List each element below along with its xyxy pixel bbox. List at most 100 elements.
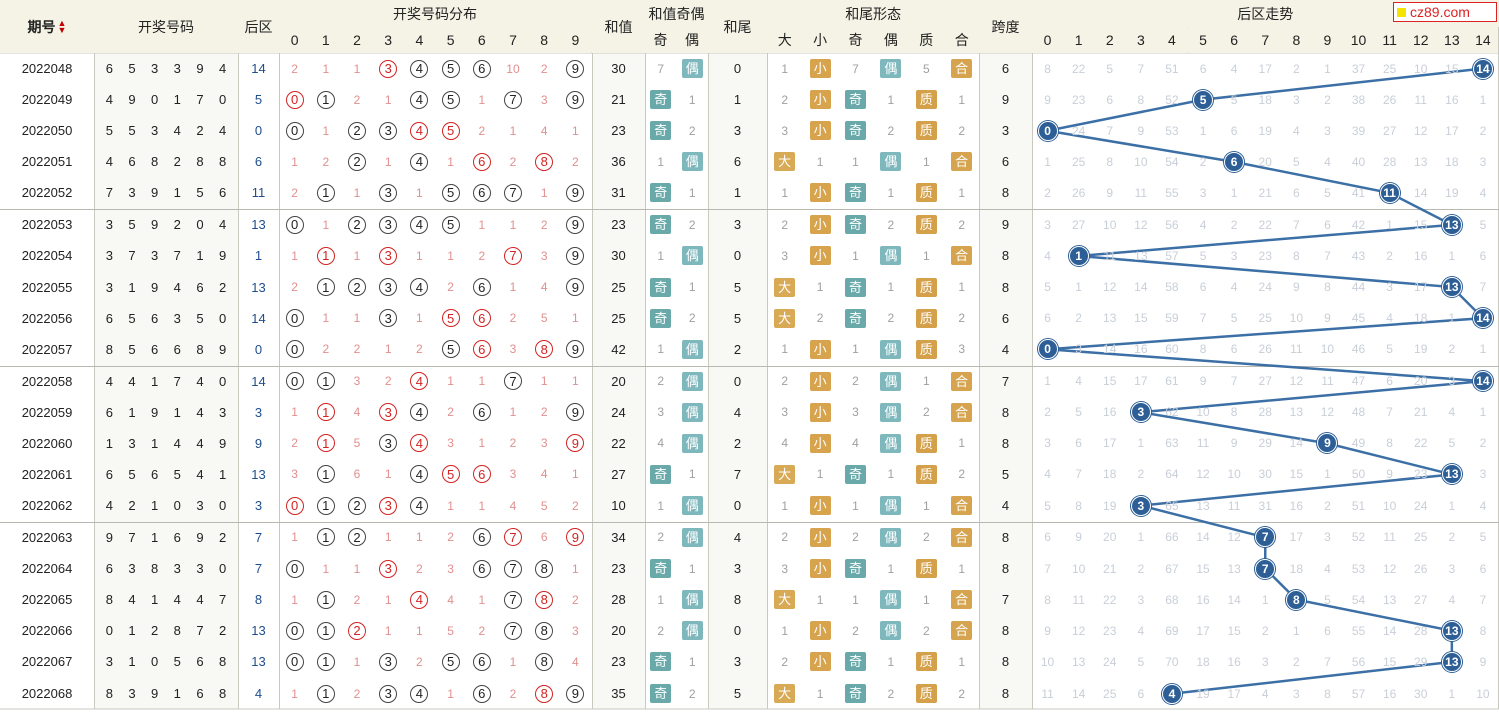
- trend-miss: 63: [1165, 436, 1179, 451]
- trend-miss: 15: [1227, 623, 1241, 638]
- trend-miss: 4: [1448, 405, 1456, 420]
- trend-cell-13: 1: [1436, 678, 1467, 709]
- badge-sp-odd: 奇: [650, 652, 672, 672]
- trend-cell-10: 42: [1343, 209, 1374, 240]
- trend-cell-12: 10: [1405, 53, 1436, 84]
- trend-cell-2: 17: [1094, 428, 1125, 459]
- trend-miss: 17: [1445, 123, 1459, 138]
- hit-circle: 1: [316, 278, 335, 297]
- draw-number: 7: [196, 623, 204, 639]
- trend-miss: 16: [1196, 592, 1210, 607]
- draw-number: 1: [128, 279, 136, 295]
- badge-form-even: 偶: [880, 152, 902, 172]
- trend-cell-6: 17: [1219, 678, 1250, 709]
- trend-miss: 4: [1293, 123, 1300, 138]
- miss-count: 1: [816, 467, 824, 482]
- form-small: 1: [802, 146, 837, 177]
- badge-form-prime: 质: [915, 684, 937, 704]
- trend-cell-14: 4: [1467, 490, 1498, 521]
- table-row-2022049-sum: 21: [592, 84, 645, 115]
- dist-miss: 1: [353, 61, 361, 76]
- dist-cell-6: 2: [466, 240, 497, 271]
- trend-miss: 42: [1351, 217, 1366, 232]
- repeat-hit-circle: 3: [379, 59, 398, 78]
- badge-form-composite: 合: [951, 527, 973, 547]
- miss-count: 1: [657, 342, 665, 357]
- trend-miss: 5: [1324, 185, 1331, 200]
- table-row-2022060-period: 2022060: [0, 428, 94, 459]
- trend-cell-8: 7: [1281, 209, 1312, 240]
- logo-text: cz89.com: [1410, 4, 1470, 20]
- rear-number: 13: [251, 623, 266, 639]
- dist-cell-4: 4: [404, 459, 435, 490]
- dist-cell-7: 7: [497, 584, 528, 615]
- trend-miss: 1: [1261, 592, 1269, 607]
- trend-cell-2: 6: [1094, 84, 1125, 115]
- sort-up-icon[interactable]: ▲: [57, 17, 67, 28]
- site-logo[interactable]: cz89.com: [1393, 2, 1497, 22]
- miss-count: 1: [781, 342, 789, 357]
- dist-cell-0: 2: [279, 272, 310, 303]
- header-trend-col-9: 9: [1311, 27, 1343, 53]
- table-row-2022067-rear: 13: [238, 646, 279, 677]
- dist-cell-5: 5: [435, 303, 466, 334]
- period-text: 2022067: [21, 654, 73, 670]
- form-odd: 1: [838, 490, 873, 521]
- header-trend-col-1: 1: [1063, 27, 1095, 53]
- trend-cell-3: 8: [1125, 84, 1156, 115]
- form-even: 1: [873, 177, 908, 208]
- header-dist-col-5-label: 5: [446, 32, 455, 48]
- form-small: 2: [802, 303, 837, 334]
- sort-arrows-icon[interactable]: ▲ ▼: [57, 17, 67, 35]
- trend-cell-12: 28: [1405, 615, 1436, 646]
- rear-number: 5: [254, 92, 263, 108]
- trend-cell-12: 22: [1405, 428, 1436, 459]
- trend-cell-9: 4: [1312, 553, 1343, 584]
- badge-form-composite: 合: [951, 590, 973, 610]
- trend-cell-5: 4: [1188, 209, 1219, 240]
- dist-cell-2: 2: [341, 584, 372, 615]
- rear-number: 13: [251, 654, 266, 670]
- trend-cell-9: 8: [1312, 678, 1343, 709]
- dist-cell-9: 9: [560, 397, 591, 428]
- trend-miss: 2: [1479, 436, 1487, 451]
- dist-miss: 1: [509, 280, 517, 295]
- miss-count: 1: [852, 592, 859, 607]
- span-value: 8: [1001, 561, 1010, 577]
- table-row-2022062-sum: 10: [592, 490, 645, 521]
- form-small: 小: [802, 334, 837, 365]
- trend-cell-1: 2: [1063, 303, 1094, 334]
- sum-value: 22: [611, 435, 626, 451]
- trend-cell-2: 11: [1094, 240, 1125, 271]
- dist-cell-8: 1: [529, 177, 560, 208]
- trend-miss: 1: [1199, 123, 1207, 138]
- trend-cell-8: 14: [1281, 428, 1312, 459]
- dist-cell-5: 5: [435, 84, 466, 115]
- miss-count: 1: [922, 374, 930, 389]
- trend-miss: 1: [1448, 248, 1456, 263]
- trend-miss: 7: [1106, 123, 1114, 138]
- period-text: 2022064: [21, 561, 73, 577]
- trend-miss: 8: [1479, 623, 1487, 638]
- sp-even: 偶: [677, 146, 709, 177]
- trend-cell-1: 26: [1063, 177, 1094, 208]
- span-value: 8: [1001, 185, 1010, 201]
- trend-cell-11: 11: [1374, 522, 1405, 553]
- form-odd: 1: [838, 240, 873, 271]
- dist-cell-0: 0: [279, 84, 310, 115]
- sort-down-icon[interactable]: ▼: [57, 24, 67, 35]
- trend-miss: 1: [1448, 498, 1456, 513]
- rear-number: 11: [251, 185, 266, 201]
- badge-form-big: 大: [774, 277, 796, 297]
- header-trend-col-8-label: 8: [1292, 32, 1301, 48]
- dist-miss: 1: [353, 654, 361, 669]
- miss-count: 1: [657, 498, 665, 513]
- trend-miss: 61: [1165, 374, 1179, 389]
- dist-cell-9: 9: [560, 428, 591, 459]
- draw-number: 1: [218, 466, 227, 482]
- miss-count: 1: [958, 654, 966, 669]
- trend-cell-11: 12: [1374, 553, 1405, 584]
- header-dist-col-2: 2: [341, 27, 373, 53]
- trend-cell-7: 21: [1250, 177, 1281, 208]
